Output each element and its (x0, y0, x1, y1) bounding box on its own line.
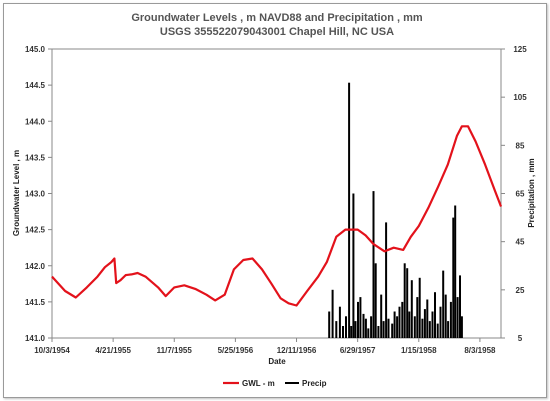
y-tick-label: 141.5 (25, 298, 46, 307)
precip-bar (362, 313, 365, 338)
precip-bar (434, 292, 436, 338)
precip-bar (393, 311, 396, 338)
y-tick-label: 144.5 (25, 81, 46, 90)
precip-bar (328, 311, 331, 338)
precip-bar (398, 306, 401, 338)
precip-bar (452, 217, 455, 338)
x-tick-label: 12/11/1956 (277, 346, 317, 355)
precip-bar (431, 311, 434, 338)
y2-tick-label: 105 (513, 93, 527, 102)
x-axis-label: Date (268, 357, 286, 366)
y-tick-label: 145.0 (25, 45, 46, 54)
precip-bar (342, 326, 344, 338)
y2-axis-ticks: 5 25 45 65 85 105 125 (501, 45, 527, 343)
precip-bar (428, 321, 431, 338)
plot-area (51, 48, 502, 339)
precip-bar (444, 294, 447, 338)
y-axis-ticks: 141.0 141.5 142.0 142.5 143.0 143.5 144.0 144.5… (25, 45, 52, 343)
precip-bar (352, 193, 355, 338)
precip-bar (359, 297, 362, 338)
precip-series (328, 82, 463, 338)
precip-bar (370, 316, 373, 338)
precip-bar (449, 301, 452, 338)
precip-bar (396, 316, 399, 338)
gwl-series-line (51, 125, 503, 307)
precip-bar (374, 263, 377, 338)
chart-subtitle: USGS 355522079043001 Chapel Hill, NC USA (160, 26, 394, 38)
precip-bar (439, 306, 442, 338)
x-tick-label: 10/3/1954 (34, 346, 70, 355)
precip-bar (345, 316, 347, 338)
precip-bar (331, 289, 334, 338)
precip-bar (364, 318, 367, 338)
precip-bar (459, 275, 461, 338)
chart-title: Groundwater Levels , m NAVD88 and Precip… (131, 12, 423, 24)
y-tick-label: 142.0 (25, 262, 46, 271)
y-tick-label: 144.0 (25, 117, 46, 126)
precip-bar (410, 280, 413, 338)
y-tick-label: 143.5 (25, 153, 46, 162)
precip-bar (385, 222, 388, 338)
precip-bar (367, 328, 370, 338)
precip-bar (460, 316, 463, 338)
precip-bar (380, 294, 383, 338)
precip-bar (413, 316, 416, 338)
precip-bar (335, 321, 338, 338)
precip-bar (406, 268, 409, 338)
precip-bar (423, 309, 426, 338)
x-tick-label: 8/3/1958 (464, 346, 496, 355)
x-axis-ticks: 10/3/1954 4/21/1955 11/7/1955 5/25/1956 12/1… (34, 338, 496, 355)
precip-bar (421, 318, 424, 338)
y2-tick-label: 25 (516, 286, 525, 295)
precip-bar (401, 301, 404, 338)
y-tick-label: 143.0 (25, 190, 46, 199)
legend: GWL - m Precip (223, 379, 327, 388)
precip-bar (338, 306, 341, 338)
precip-bar (447, 321, 450, 338)
precip-bar (454, 205, 457, 338)
precip-bar (387, 318, 390, 338)
y2-tick-label: 125 (513, 45, 527, 54)
y2-tick-label: 45 (516, 238, 525, 247)
precip-bar (377, 326, 380, 338)
x-tick-label: 1/15/1958 (401, 346, 437, 355)
legend-gwl-label: GWL - m (242, 379, 275, 388)
y2-axis-label: Precipitation , mm (527, 158, 536, 227)
x-tick-label: 6/29/1957 (340, 346, 376, 355)
precip-bar (436, 323, 439, 338)
y2-tick-label: 5 (518, 334, 523, 343)
precip-bar (426, 299, 429, 338)
precip-bar (350, 326, 353, 338)
precip-bar (418, 277, 421, 338)
chart-frame (3, 3, 547, 398)
precip-bar (391, 323, 394, 338)
x-tick-label: 4/21/1955 (95, 346, 131, 355)
precip-bar (416, 297, 419, 338)
precip-bar (456, 297, 459, 338)
legend-precip-label: Precip (302, 379, 327, 388)
precip-bar (372, 191, 375, 338)
y-tick-label: 142.5 (25, 226, 46, 235)
precip-bar (442, 270, 445, 338)
precip-bar (382, 321, 385, 338)
precip-bar (357, 301, 359, 338)
x-tick-label: 5/25/1956 (218, 346, 254, 355)
x-tick-label: 11/7/1955 (157, 346, 193, 355)
precip-bar (354, 321, 357, 338)
precip-bar (403, 263, 406, 338)
y-tick-label: 141.0 (25, 334, 46, 343)
y-axis-label: Groundwater Level , m (12, 150, 21, 236)
precip-bar (408, 311, 411, 338)
precip-bar (348, 82, 351, 338)
y2-tick-label: 65 (516, 190, 525, 199)
y2-tick-label: 85 (516, 141, 525, 150)
